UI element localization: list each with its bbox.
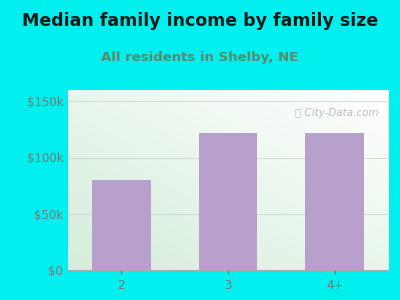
- Bar: [305, 133, 364, 270]
- Text: Median family income by family size: Median family income by family size: [22, 12, 378, 30]
- Bar: [199, 133, 257, 270]
- Text: All residents in Shelby, NE: All residents in Shelby, NE: [101, 51, 299, 64]
- Bar: [92, 180, 151, 270]
- Text: ⓘ City-Data.com: ⓘ City-Data.com: [295, 108, 378, 118]
